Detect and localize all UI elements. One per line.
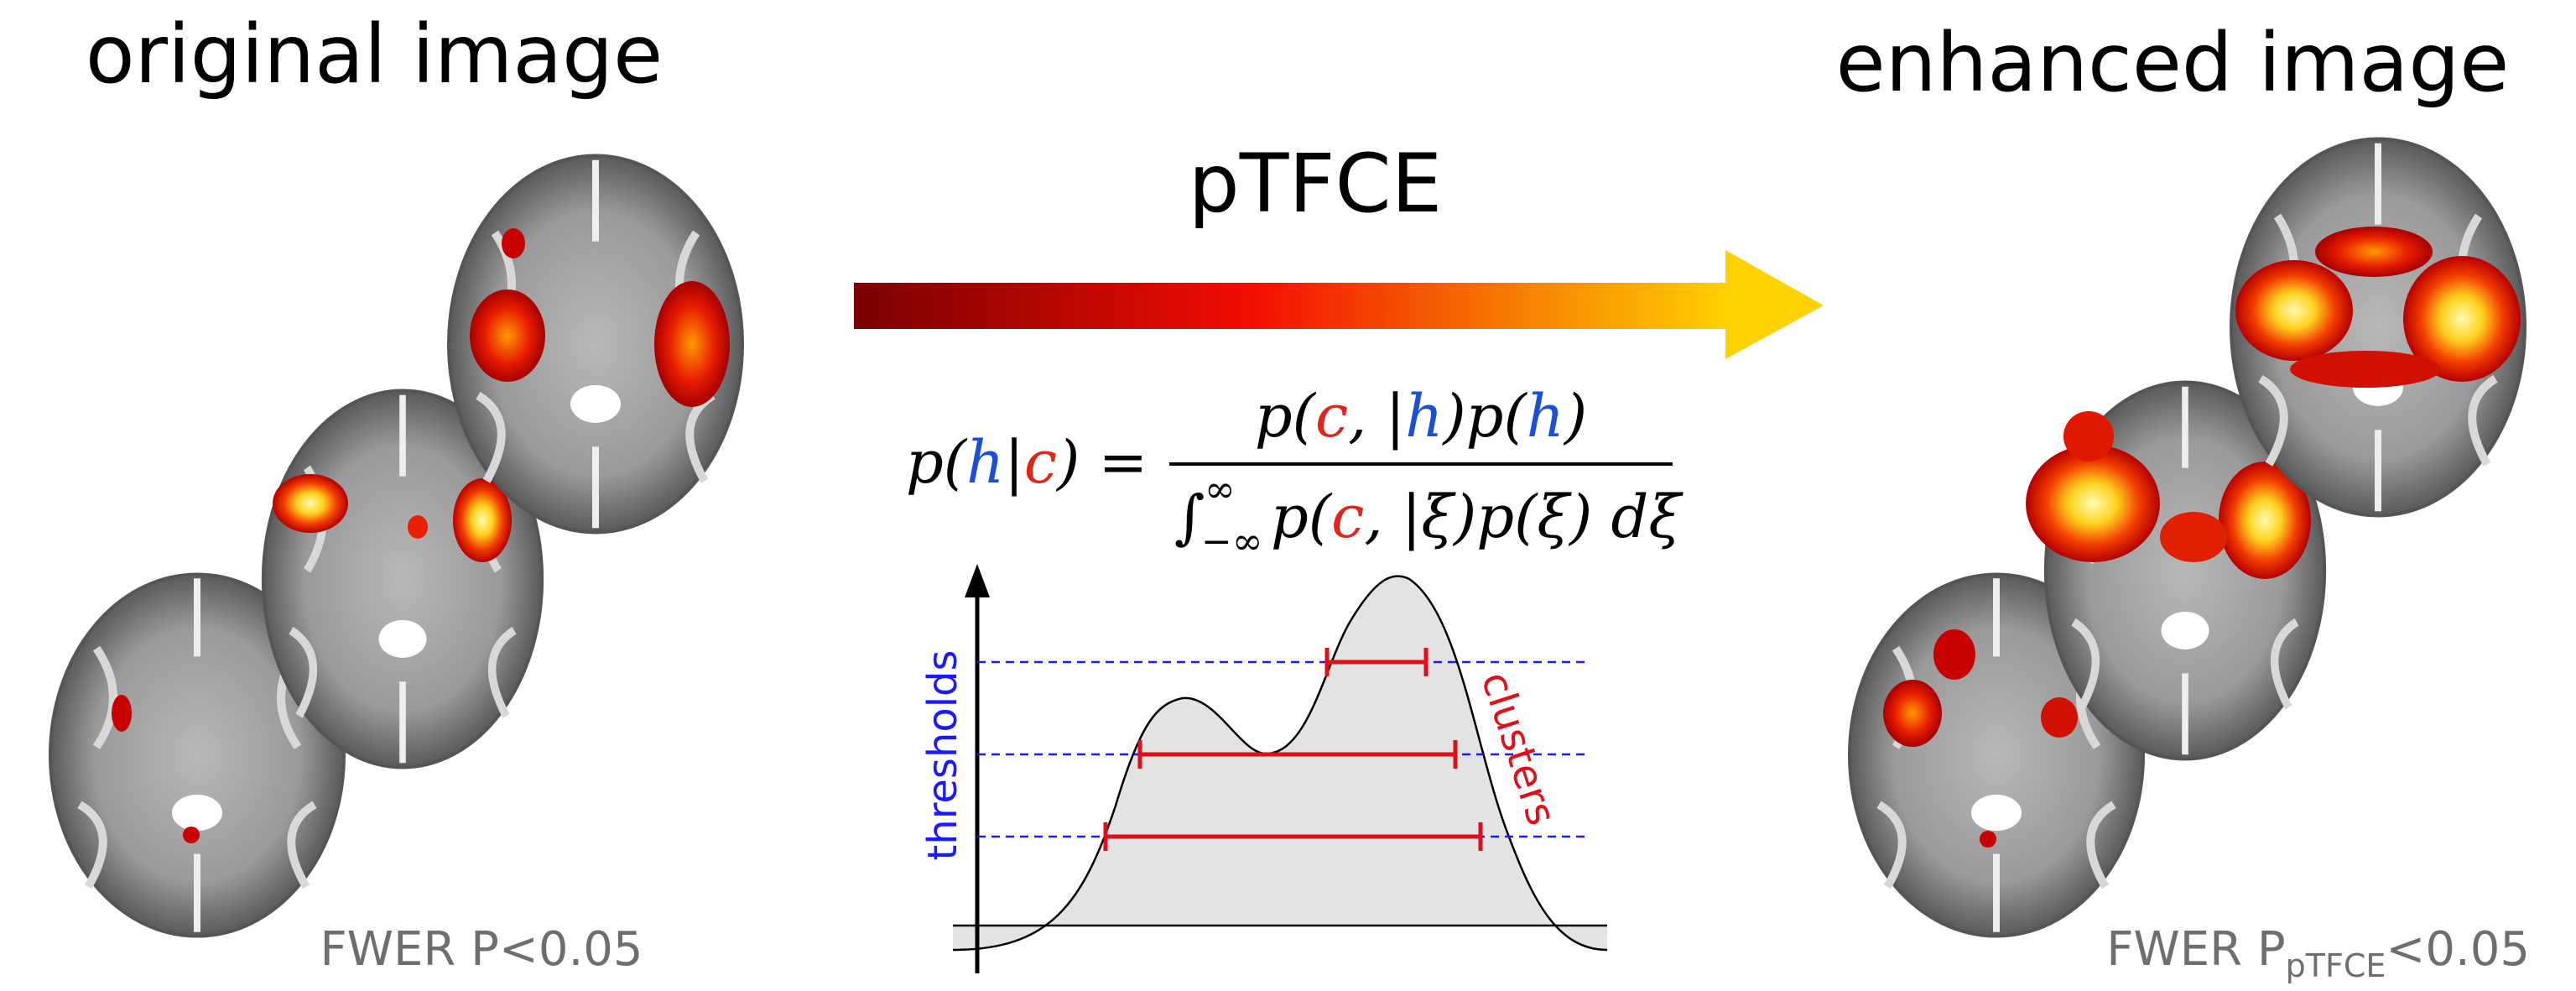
formula-denominator: p(c, |ξ)p(ξ) dξ — [1271, 482, 1684, 551]
formula-token: | — [1004, 428, 1024, 497]
integral-lower: −∞ — [1201, 520, 1263, 563]
formula-token: )p( — [1441, 382, 1527, 451]
original-brains — [50, 156, 742, 936]
caption-subscript: pTFCE — [2286, 947, 2386, 984]
right-caption: FWER PpTFCE<0.05 — [2106, 922, 2530, 984]
left-caption: FWER P<0.05 — [320, 922, 643, 977]
formula-numerator: p(c, |h)p(h) — [1255, 382, 1587, 451]
formula-token: h — [1405, 382, 1443, 451]
left-title: original image — [86, 8, 663, 102]
threshold-graph — [952, 564, 1608, 973]
formula-token: p( — [1255, 382, 1317, 451]
formula-lhs: p(h|c) = — [906, 428, 1147, 497]
thresholds-label: thresholds — [919, 649, 966, 860]
formula-token: , |ξ)p(ξ) dξ — [1364, 482, 1684, 551]
formula-token: h — [966, 428, 1004, 497]
formula-token: c — [1331, 482, 1364, 551]
integral-sign: ∫ — [1174, 482, 1205, 551]
formula-token: c — [1315, 382, 1348, 451]
integral-upper: ∞ — [1205, 468, 1236, 511]
method-label: pTFCE — [1189, 137, 1442, 231]
caption-main: FWER P — [2106, 922, 2285, 977]
enhanced-brains — [1850, 139, 2525, 936]
pipeline-arrow — [854, 250, 1824, 359]
formula-token: , | — [1348, 382, 1405, 451]
formula-token: p( — [906, 428, 968, 497]
formula-token: h — [1527, 382, 1564, 451]
formula-token: c — [1024, 428, 1057, 497]
formula-token: ) — [1563, 382, 1587, 451]
formula-token: ) = — [1055, 428, 1147, 497]
right-title: enhanced image — [1836, 16, 2510, 110]
caption-rest: <0.05 — [2386, 922, 2530, 977]
formula-token: p( — [1271, 482, 1333, 551]
